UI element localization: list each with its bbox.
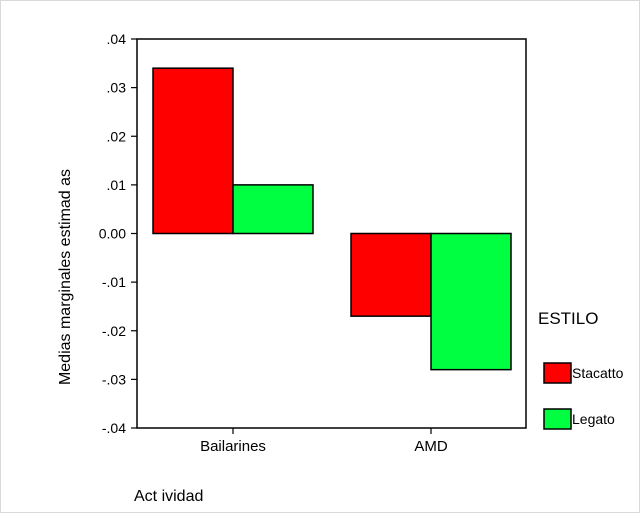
y-tick-label: -.02	[102, 323, 126, 339]
legend-swatch-legato	[543, 408, 572, 430]
legend-label-legato: Legato	[572, 411, 615, 427]
bar-legato-amd	[430, 232, 512, 371]
x-category-label: AMD	[414, 438, 448, 455]
y-axis-title: Medias marginales estimad as	[57, 169, 74, 385]
bars-layer	[152, 67, 512, 371]
bar-stacatto-amd	[350, 232, 432, 317]
y-tick-label: .02	[107, 128, 127, 144]
y-tick-label: -.03	[102, 371, 126, 387]
x-axis-title: Act ividad	[134, 488, 203, 505]
bar-stacatto-bailarines	[152, 67, 234, 235]
x-axis-categories: Bailarines AMD	[200, 428, 448, 455]
y-tick-label: 0.00	[99, 226, 126, 242]
x-category-label: Bailarines	[200, 438, 266, 455]
legend-title: ESTILO	[538, 309, 598, 328]
y-tick-label: .01	[107, 177, 127, 193]
legend-swatch-stacatto	[543, 362, 572, 384]
y-tick-label: .04	[107, 31, 127, 47]
bar-legato-bailarines	[232, 184, 314, 235]
y-tick-label: .03	[107, 80, 127, 96]
y-axis-ticks: .04 .03 .02 .01 0.00 -.01 -.02 -.03 -.04	[99, 31, 137, 436]
legend: ESTILO Stacatto Legato	[538, 309, 624, 430]
y-tick-label: -.04	[102, 420, 126, 436]
legend-label-stacatto: Stacatto	[572, 365, 624, 381]
y-tick-label: -.01	[102, 274, 126, 290]
